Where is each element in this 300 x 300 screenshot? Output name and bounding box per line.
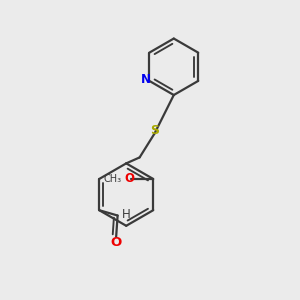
Text: S: S — [151, 124, 160, 137]
Text: CH₃: CH₃ — [103, 174, 122, 184]
Text: N: N — [141, 73, 151, 86]
Text: O: O — [125, 172, 135, 185]
Text: H: H — [122, 208, 131, 220]
Text: O: O — [110, 236, 122, 249]
